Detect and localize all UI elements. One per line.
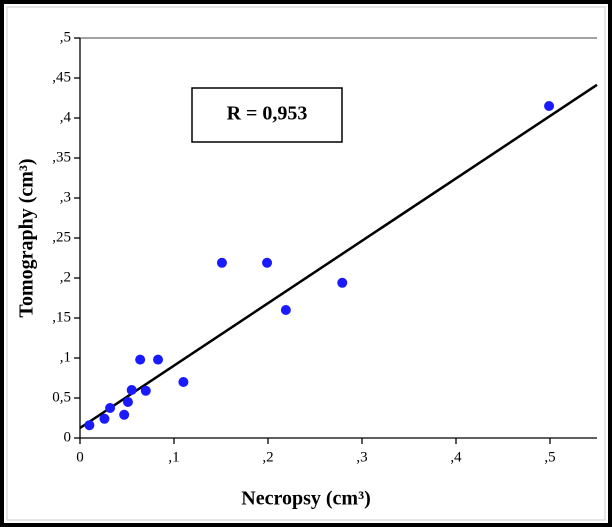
y-axis-label: Tomography (cm³) bbox=[16, 158, 38, 317]
point bbox=[153, 354, 164, 365]
y-tick-label: ,15 bbox=[52, 309, 71, 325]
point bbox=[140, 385, 151, 396]
y-tick-label: ,25 bbox=[52, 229, 71, 245]
point bbox=[280, 305, 291, 315]
point bbox=[135, 354, 146, 365]
inner-frame bbox=[6, 6, 606, 521]
x-tick-label: ,3 bbox=[356, 449, 367, 465]
point bbox=[122, 397, 133, 407]
x-tick-label: ,5 bbox=[544, 449, 555, 465]
x-tick-label: ,2 bbox=[262, 449, 273, 465]
x-tick-label: ,4 bbox=[450, 449, 462, 465]
x-tick-label: 0 bbox=[76, 449, 84, 465]
y-tick-label: 0,5 bbox=[52, 389, 71, 405]
point bbox=[178, 377, 189, 387]
y-tick-label: ,2 bbox=[60, 269, 71, 285]
annotation: R = 0,953 bbox=[227, 103, 308, 125]
y-tick-label: ,4 bbox=[60, 109, 72, 125]
point bbox=[84, 420, 95, 431]
point bbox=[105, 403, 116, 413]
annotation-box bbox=[191, 87, 343, 143]
y-tick-label: ,5 bbox=[60, 29, 71, 45]
y-tick-label: ,1 bbox=[60, 349, 71, 365]
y-tick-label: ,3 bbox=[60, 189, 71, 205]
point bbox=[126, 385, 137, 395]
point bbox=[99, 413, 110, 424]
point bbox=[216, 257, 227, 268]
y-tick-label: ,35 bbox=[52, 149, 71, 165]
x-tick-label: ,1 bbox=[168, 449, 179, 465]
y-tick-label: 0 bbox=[64, 429, 72, 445]
point bbox=[262, 257, 273, 268]
y-tick-label: ,45 bbox=[52, 69, 71, 85]
point bbox=[544, 101, 555, 111]
point bbox=[337, 277, 348, 288]
x-axis-label: Necropsy (cm³) bbox=[241, 488, 370, 510]
trendline bbox=[79, 83, 598, 430]
point bbox=[119, 409, 130, 420]
